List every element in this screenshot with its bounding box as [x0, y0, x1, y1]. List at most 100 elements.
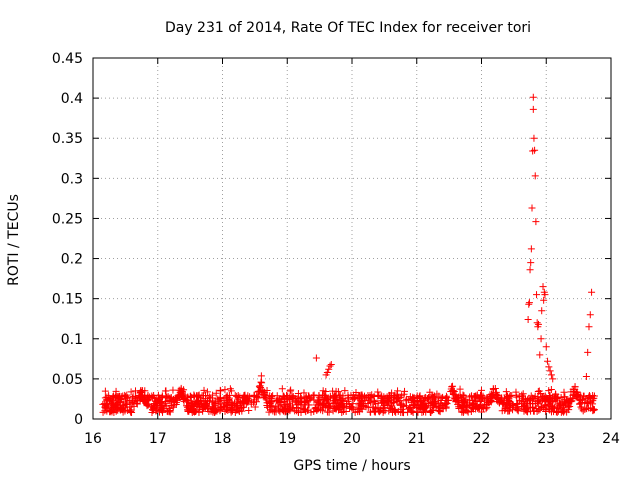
data-point — [544, 357, 552, 365]
data-point — [545, 363, 553, 371]
baseline-point — [448, 383, 456, 391]
baseline-point — [460, 399, 468, 407]
data-point — [536, 351, 544, 359]
data-point — [312, 354, 320, 362]
baseline-point — [489, 385, 497, 393]
baseline-point — [586, 394, 594, 402]
baseline-point — [345, 394, 353, 402]
y-tick-label: 0.3 — [61, 171, 83, 187]
baseline-point — [501, 406, 509, 414]
baseline-point — [103, 407, 111, 415]
x-tick-label: 21 — [408, 431, 426, 447]
baseline-point — [457, 394, 465, 402]
baseline-point — [508, 401, 516, 409]
baseline-point — [483, 394, 491, 402]
baseline-point — [169, 403, 177, 411]
data-point — [525, 299, 533, 307]
data-point — [531, 172, 539, 180]
baseline-point — [284, 392, 292, 400]
baseline-point — [341, 387, 349, 395]
baseline-point — [380, 402, 388, 410]
baseline-point — [556, 399, 564, 407]
baseline-point — [372, 405, 380, 413]
data-point — [528, 204, 536, 212]
data-point — [326, 362, 334, 370]
baseline-point — [195, 408, 203, 416]
baseline-point — [188, 405, 196, 413]
baseline-point — [319, 407, 327, 415]
x-tick-label: 18 — [214, 431, 232, 447]
baseline-point — [553, 407, 561, 415]
baseline-point — [351, 393, 359, 401]
data-point — [549, 375, 557, 383]
baseline-point — [579, 392, 587, 400]
y-tick-label: 0.45 — [52, 51, 83, 67]
baseline-point — [220, 395, 228, 403]
baseline-point — [361, 397, 369, 405]
baseline-point — [179, 396, 187, 404]
baseline-point — [294, 389, 302, 397]
baseline-point — [349, 400, 357, 408]
baseline-point — [176, 392, 184, 400]
baseline-point — [485, 399, 493, 407]
baseline-point — [577, 403, 585, 411]
baseline-point — [394, 387, 402, 395]
baseline-point — [198, 392, 206, 400]
baseline-point — [185, 402, 193, 410]
baseline-point — [400, 409, 408, 417]
baseline-point — [435, 407, 443, 415]
data-point — [582, 372, 590, 380]
baseline-point — [177, 388, 185, 396]
y-tick-label: 0.4 — [61, 91, 83, 107]
data-point — [541, 291, 549, 299]
baseline-point — [172, 398, 180, 406]
x-tick-label: 22 — [473, 431, 491, 447]
baseline-point — [168, 397, 176, 405]
baseline-point — [518, 398, 526, 406]
baseline-point — [443, 400, 451, 408]
baseline-point — [231, 408, 239, 416]
baseline-point — [127, 409, 135, 417]
baseline-point — [224, 406, 232, 414]
baseline-point — [538, 402, 546, 410]
baseline-point — [286, 387, 294, 395]
data-point — [531, 146, 539, 154]
baseline-point — [310, 407, 318, 415]
baseline-point — [101, 387, 109, 395]
baseline-point — [367, 394, 375, 402]
baseline-point — [201, 404, 209, 412]
baseline-point — [573, 393, 581, 401]
baseline-point — [432, 397, 440, 405]
baseline-point — [258, 379, 266, 387]
data-point — [529, 93, 537, 101]
baseline-point — [114, 393, 122, 401]
data-point — [533, 319, 541, 327]
baseline-point — [569, 394, 577, 402]
data-point — [525, 300, 533, 308]
axis-ticks — [92, 57, 612, 420]
baseline-point — [393, 395, 401, 403]
data-point — [532, 218, 540, 226]
baseline-point — [338, 400, 346, 408]
baseline-point — [260, 388, 268, 396]
y-tick-label: 0.15 — [52, 292, 83, 308]
baseline-point — [380, 393, 388, 401]
baseline-point — [339, 407, 347, 415]
x-tick-label: 17 — [149, 431, 167, 447]
data-point — [526, 266, 534, 274]
data-point — [524, 316, 532, 324]
baseline-point — [103, 397, 111, 405]
baseline-point — [280, 406, 288, 414]
baseline-point — [269, 403, 277, 411]
baseline-point — [416, 392, 424, 400]
baseline-point — [148, 409, 156, 417]
baseline-point — [472, 405, 480, 413]
baseline-point — [278, 385, 286, 393]
baseline-point — [116, 398, 124, 406]
baseline-point — [229, 402, 237, 410]
baseline-point — [129, 398, 137, 406]
baseline-point — [355, 404, 363, 412]
baseline-point — [492, 391, 500, 399]
baseline-point — [452, 395, 460, 403]
baseline-point — [216, 407, 224, 415]
